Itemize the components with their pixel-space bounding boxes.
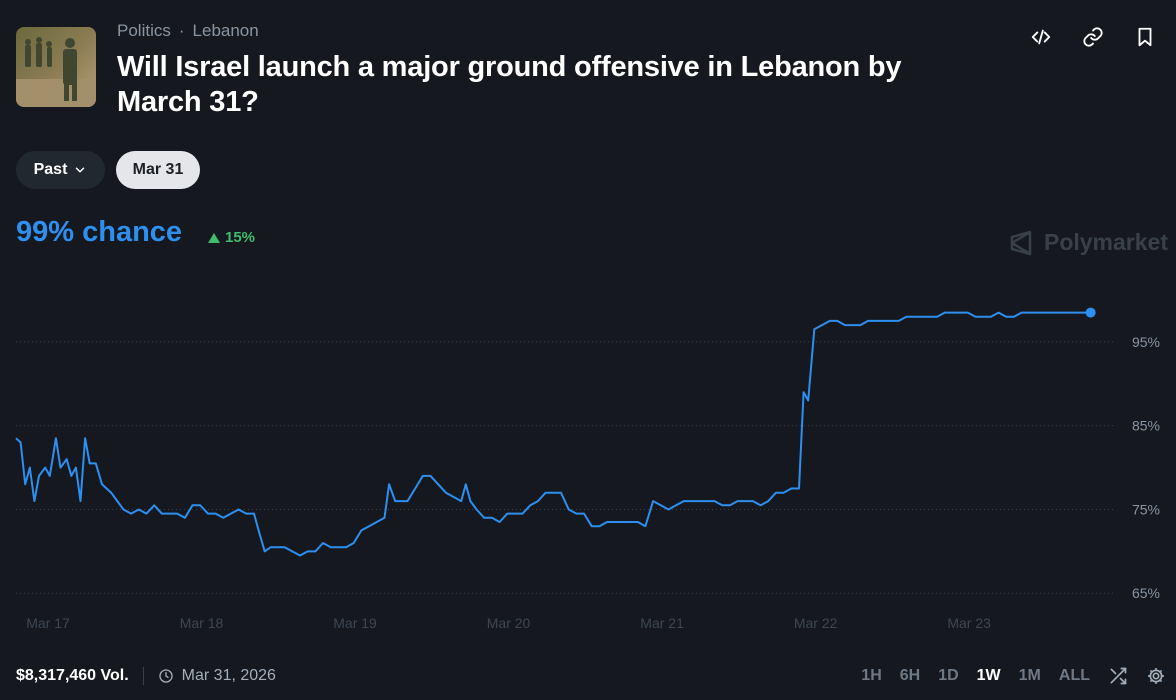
- footer-divider: [142, 667, 144, 685]
- time-range-selector: 1H 6H 1D 1W 1M ALL: [861, 666, 1166, 686]
- link-icon[interactable]: [1082, 26, 1104, 48]
- change-value: 15%: [225, 229, 256, 246]
- breadcrumb-category[interactable]: Politics: [117, 21, 171, 40]
- chance-value: 99% chance: [16, 216, 183, 248]
- breadcrumb: Politics · Lebanon: [117, 21, 259, 41]
- past-label: Past: [33, 161, 68, 178]
- y-tick-label: 85%: [1132, 418, 1160, 434]
- volume-text: $8,317,460 Vol.: [16, 667, 129, 684]
- brand-name: Polymarket: [1043, 229, 1168, 255]
- market-title: Will Israel launch a major ground offens…: [117, 51, 902, 118]
- end-date-text: Mar 31, 2026: [181, 667, 276, 684]
- grid-lines: [16, 341, 1116, 594]
- change-badge: 15%: [208, 229, 255, 246]
- breadcrumb-separator: ·: [178, 21, 185, 40]
- range-all[interactable]: ALL: [1058, 667, 1090, 684]
- y-tick-label: 75%: [1132, 501, 1160, 517]
- chart-footer: $8,317,460 Vol. Mar 31, 2026 1H 6H 1D 1W…: [16, 663, 1166, 689]
- header-actions: [1030, 26, 1156, 48]
- x-tick-label: Mar 17: [26, 615, 70, 631]
- x-tick-label: Mar 18: [180, 615, 224, 631]
- bookmark-icon[interactable]: [1134, 26, 1156, 48]
- past-dropdown[interactable]: Past: [16, 151, 105, 189]
- soldiers-image: [16, 27, 96, 107]
- range-1m[interactable]: 1M: [1018, 667, 1041, 684]
- polymarket-logo-icon: [1010, 230, 1032, 255]
- date-pill-mar-31[interactable]: Mar 31: [116, 151, 200, 189]
- range-6h[interactable]: 6H: [899, 667, 921, 684]
- polymarket-watermark: Polymarket: [1008, 229, 1168, 256]
- y-axis-labels: 65% 75% 85% 95%: [1132, 334, 1160, 601]
- market-thumbnail: [16, 27, 96, 107]
- range-1d[interactable]: 1D: [938, 667, 959, 684]
- x-tick-label: Mar 22: [794, 615, 838, 631]
- price-chart[interactable]: 65%75%85%95% Mar 17 Mar 18 Mar 19 Mar 20 Mar…: [0, 290, 1176, 650]
- embed-icon[interactable]: [1030, 26, 1052, 48]
- x-tick-label: Mar 19: [333, 615, 377, 631]
- x-axis-labels: Mar 17 Mar 18 Mar 19 Mar 20 Mar 21 Mar 22 Mar …: [26, 615, 991, 631]
- shuffle-icon[interactable]: [1108, 666, 1128, 686]
- range-1w[interactable]: 1W: [976, 667, 1001, 684]
- triangle-up-icon: [208, 232, 220, 243]
- y-tick-label: 65%: [1132, 585, 1160, 601]
- x-tick-label: Mar 21: [640, 615, 684, 631]
- current-value-dot: [1085, 307, 1096, 318]
- chevron-down-icon: [76, 167, 85, 173]
- end-date: Mar 31, 2026: [158, 667, 276, 685]
- x-tick-label: Mar 20: [487, 615, 531, 631]
- breadcrumb-subcategory[interactable]: Lebanon: [192, 21, 259, 40]
- range-1h[interactable]: 1H: [861, 667, 882, 684]
- clock-icon: [159, 669, 173, 683]
- settings-gear-icon[interactable]: [1146, 666, 1166, 686]
- x-tick-label: Mar 23: [947, 615, 991, 631]
- y-tick-label: 95%: [1132, 334, 1160, 350]
- series-line-yes: [15, 311, 1091, 557]
